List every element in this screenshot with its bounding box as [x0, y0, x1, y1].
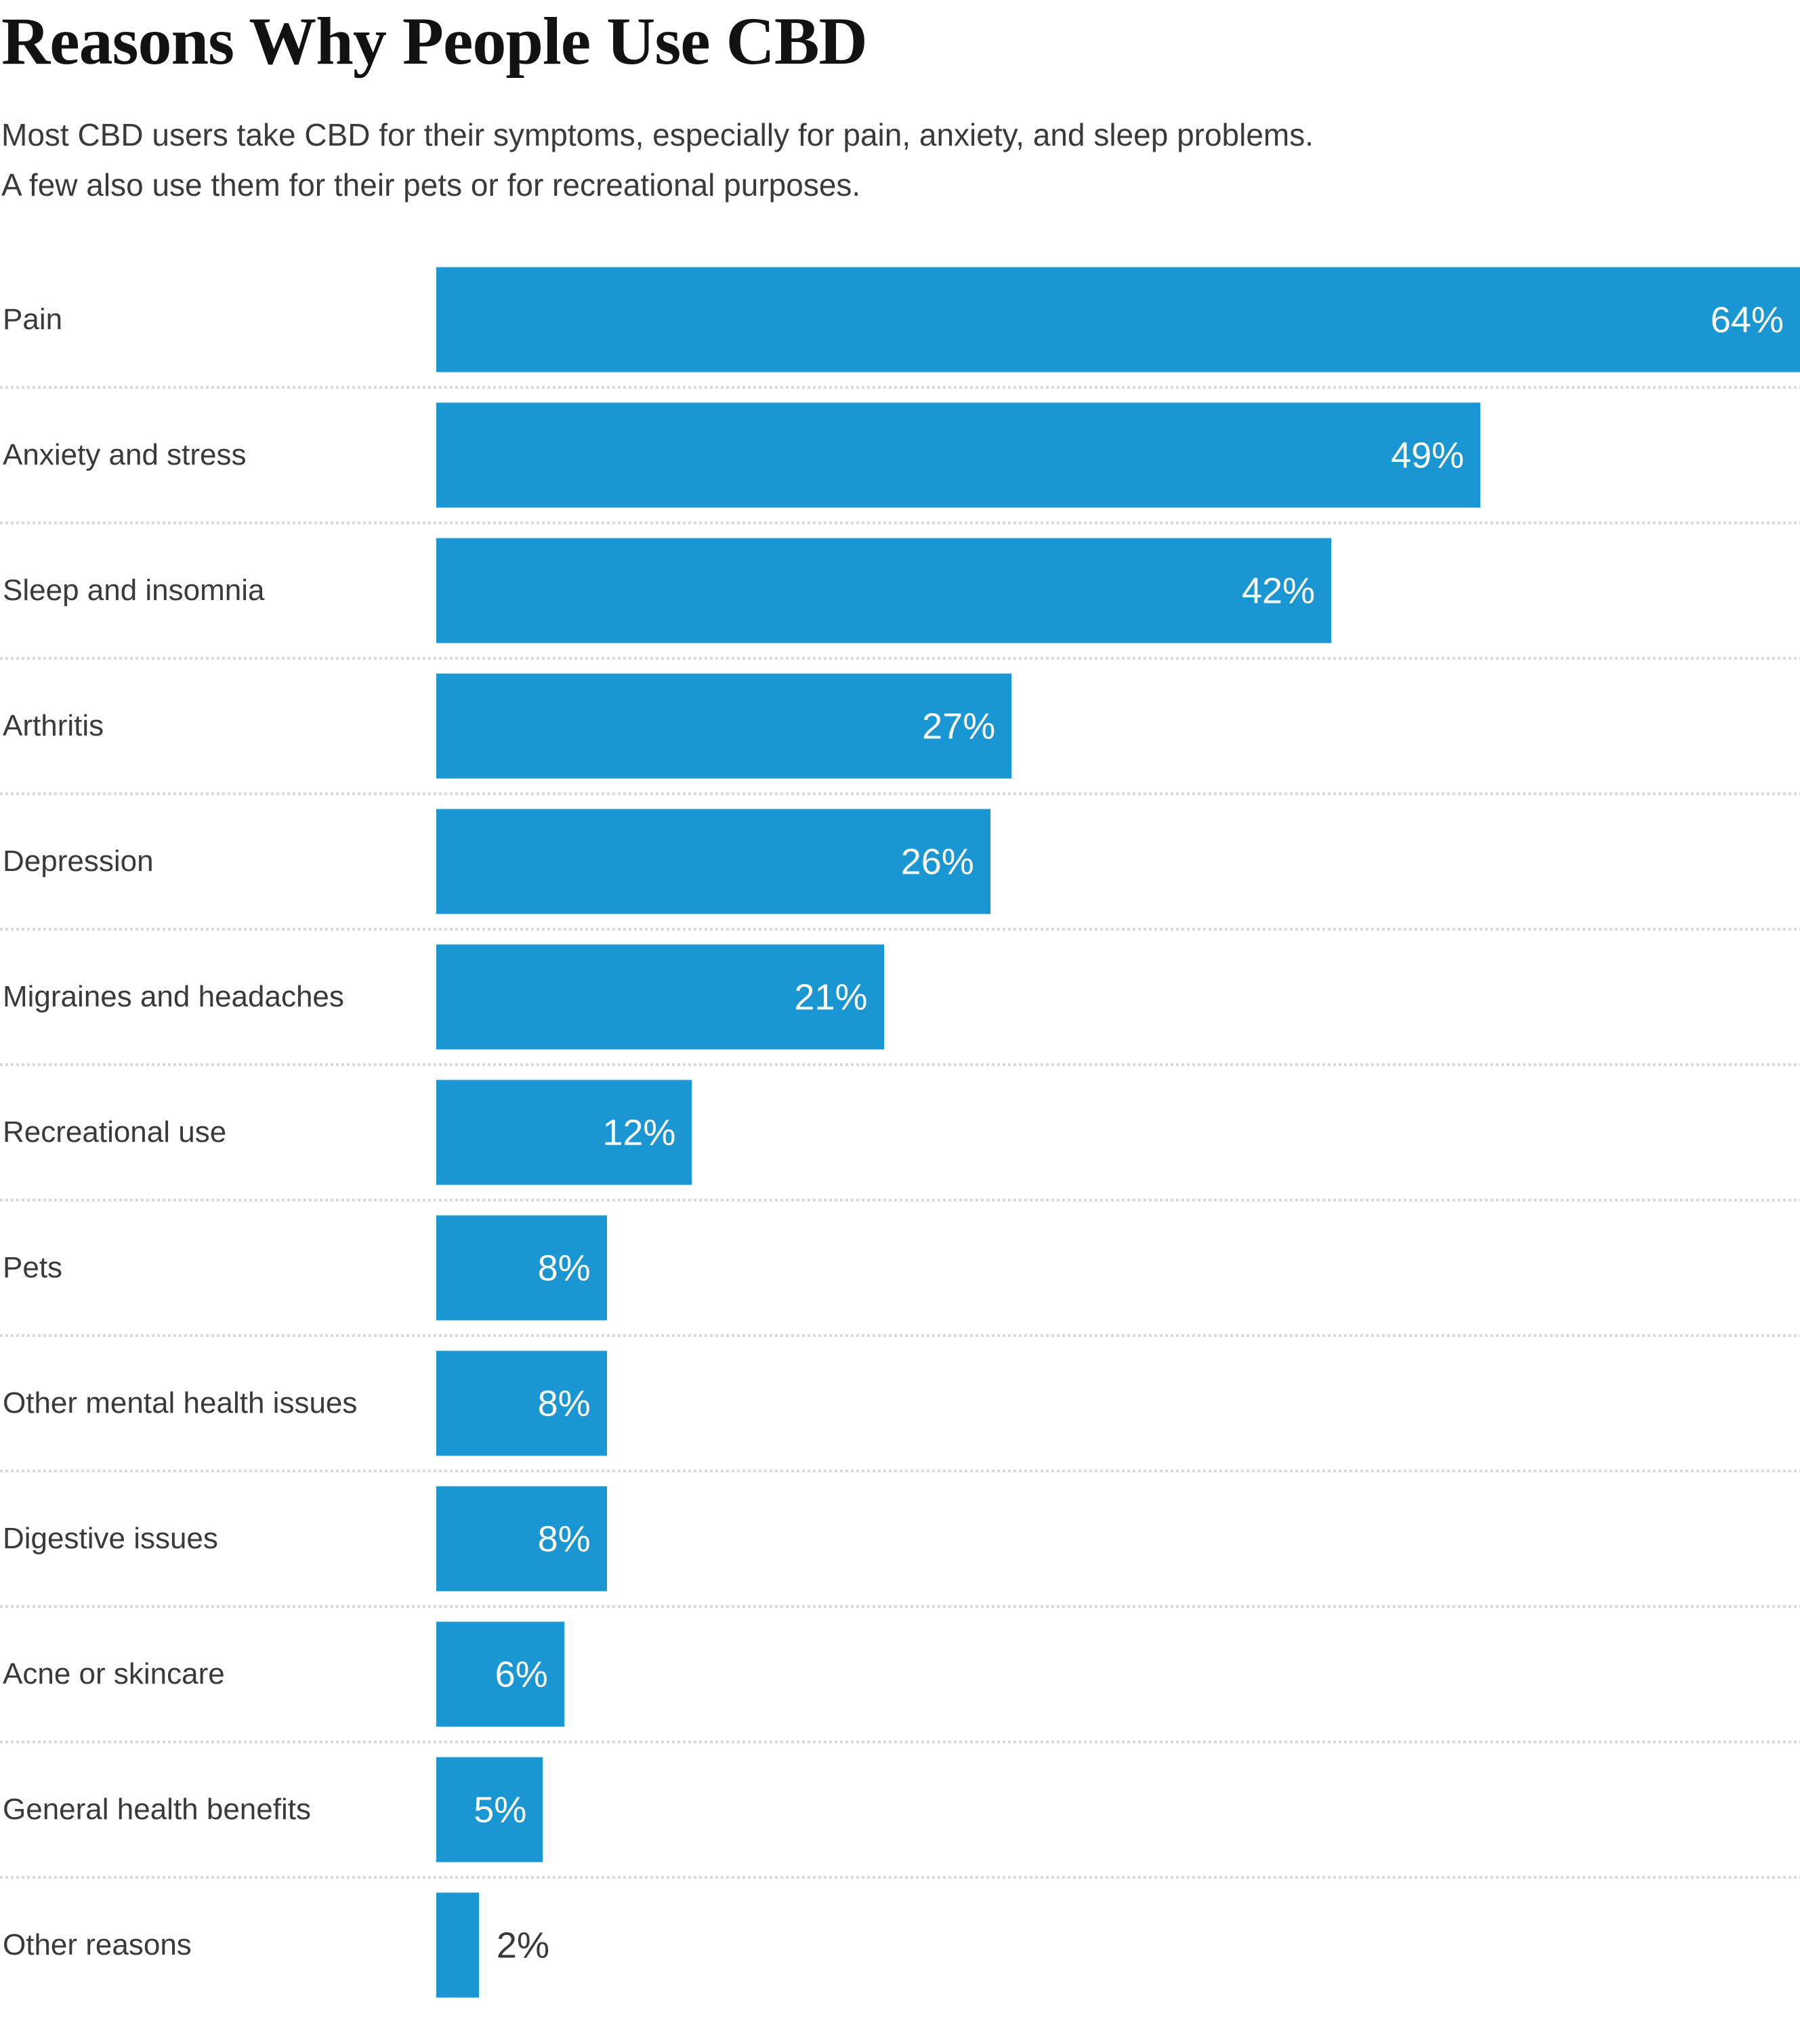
chart-row: Pets 8%: [0, 1200, 1800, 1337]
bar-area: 64%: [436, 267, 1800, 372]
value-label: 2%: [496, 1925, 549, 1965]
subtitle-line-1: Most CBD users take CBD for their sympto…: [1, 117, 1314, 152]
value-label: 26%: [900, 841, 974, 882]
bar-area: 27%: [436, 673, 1800, 779]
category-label: Other reasons: [3, 1928, 192, 1961]
bar: 12%: [436, 1080, 692, 1185]
bar: 26%: [436, 809, 990, 914]
category-label: Migraines and headaches: [3, 980, 344, 1013]
category-label: Recreational use: [3, 1115, 227, 1149]
value-label: 8%: [537, 1383, 591, 1424]
value-label: 8%: [537, 1248, 591, 1288]
chart-row: General health benefits 5%: [0, 1742, 1800, 1879]
bar: 6%: [436, 1621, 564, 1727]
value-label: 12%: [602, 1112, 676, 1153]
chart-row: Pain 64%: [0, 252, 1800, 389]
bar-area: 21%: [436, 944, 1800, 1050]
chart-row: Anxiety and stress 49%: [0, 387, 1800, 524]
bar: 21%: [436, 944, 884, 1050]
category-label: Pain: [3, 303, 63, 336]
subtitle-line-2: A few also use them for their pets or fo…: [1, 167, 861, 203]
bar-area: 2%: [436, 1892, 1800, 1998]
bar: 8%: [436, 1215, 607, 1321]
chart-row: Other mental health issues 8%: [0, 1336, 1800, 1472]
chart-row: Other reasons 2%: [0, 1877, 1800, 2013]
bar: 8%: [436, 1486, 607, 1592]
category-label: Sleep and insomnia: [3, 574, 265, 607]
value-label: 21%: [794, 977, 868, 1017]
bar: 27%: [436, 673, 1012, 779]
bar: 49%: [436, 402, 1481, 508]
bar: 2%: [436, 1892, 549, 1998]
value-label: 5%: [474, 1789, 527, 1830]
category-label: Acne or skincare: [3, 1657, 225, 1690]
category-label: Digestive issues: [3, 1522, 218, 1555]
bar-area: 8%: [436, 1350, 1800, 1456]
category-label: Pets: [3, 1251, 63, 1284]
bar-area: 12%: [436, 1080, 1800, 1185]
chart-row: Depression 26%: [0, 794, 1800, 931]
bar-area: 5%: [436, 1757, 1800, 1862]
chart-row: Acne or skincare 6%: [0, 1606, 1800, 1743]
chart-row: Migraines and headaches 21%: [0, 929, 1800, 1066]
category-label: General health benefits: [3, 1793, 311, 1826]
bar-area: 8%: [436, 1486, 1800, 1592]
page-title: Reasons Why People Use CBD: [1, 3, 868, 79]
bar-area: 6%: [436, 1621, 1800, 1727]
category-label: Arthritis: [3, 709, 104, 742]
bar: 5%: [436, 1757, 543, 1862]
value-label: 27%: [922, 706, 996, 746]
bar-chart: Pain 64% Anxiety and stress 49% Sleep an…: [0, 252, 1800, 2013]
category-label: Other mental health issues: [3, 1386, 358, 1420]
chart-row: Digestive issues 8%: [0, 1471, 1800, 1608]
category-label: Depression: [3, 845, 154, 878]
value-label: 49%: [1391, 435, 1465, 475]
value-label: 64%: [1710, 299, 1784, 340]
chart-row: Sleep and insomnia 42%: [0, 523, 1800, 660]
bar-area: 42%: [436, 538, 1800, 643]
chart-row: Recreational use 12%: [0, 1065, 1800, 1201]
bar: 8%: [436, 1350, 607, 1456]
category-label: Anxiety and stress: [3, 438, 247, 471]
bar-area: 8%: [436, 1215, 1800, 1321]
bar-area: 26%: [436, 809, 1800, 914]
chart-row: Arthritis 27%: [0, 658, 1800, 795]
page-subtitle: Most CBD users take CBD for their sympto…: [1, 110, 1800, 210]
value-label: 8%: [537, 1518, 591, 1559]
value-label: 6%: [495, 1654, 548, 1695]
bar-area: 49%: [436, 402, 1800, 508]
value-label: 42%: [1241, 570, 1316, 611]
bar: 42%: [436, 538, 1332, 643]
bar: 64%: [436, 267, 1800, 372]
